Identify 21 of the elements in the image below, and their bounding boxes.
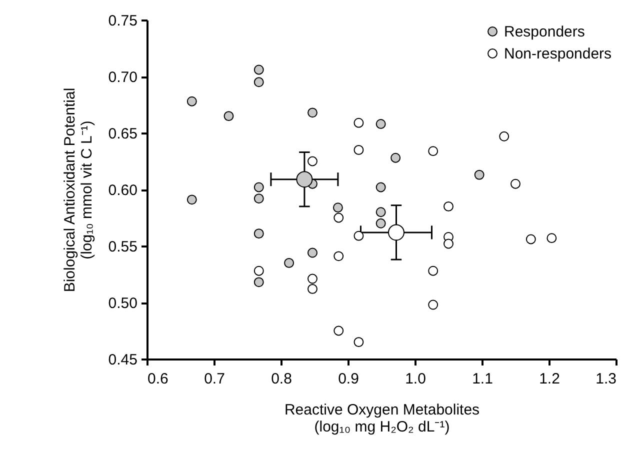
legend-label: Non-responders bbox=[504, 46, 612, 62]
text: Biological Antioxidant Potential bbox=[61, 88, 78, 292]
y-tick-label: 0.55 bbox=[108, 238, 138, 256]
x-tick-label: 1.2 bbox=[539, 370, 560, 388]
x-tick-label: 1.3 bbox=[596, 370, 616, 388]
x-tick-label: 0.6 bbox=[148, 370, 168, 388]
legend-label: Responders bbox=[504, 24, 585, 40]
y-tick-label: 0.50 bbox=[108, 295, 138, 312]
text: (log₁₀ mmol vit C L⁻¹) bbox=[78, 120, 96, 260]
x-tick-label: 0.8 bbox=[271, 370, 292, 388]
x-tick-label: 1.0 bbox=[405, 370, 426, 388]
y-tick-label: 0.60 bbox=[108, 182, 138, 199]
y-tick-label: 0.75 bbox=[108, 12, 138, 30]
x-tick-label: 0.7 bbox=[204, 370, 225, 388]
y-tick-label: 0.70 bbox=[108, 69, 138, 86]
text: (log₁₀ mg H₂O₂ dL⁻¹) bbox=[314, 418, 450, 436]
y-tick-label: 0.45 bbox=[108, 352, 138, 368]
text: Reactive Oxygen Metabolites bbox=[284, 402, 480, 418]
y-tick-label: 0.65 bbox=[108, 126, 138, 142]
x-tick-label: 1.1 bbox=[472, 370, 493, 388]
x-tick-label: 0.9 bbox=[338, 370, 359, 388]
